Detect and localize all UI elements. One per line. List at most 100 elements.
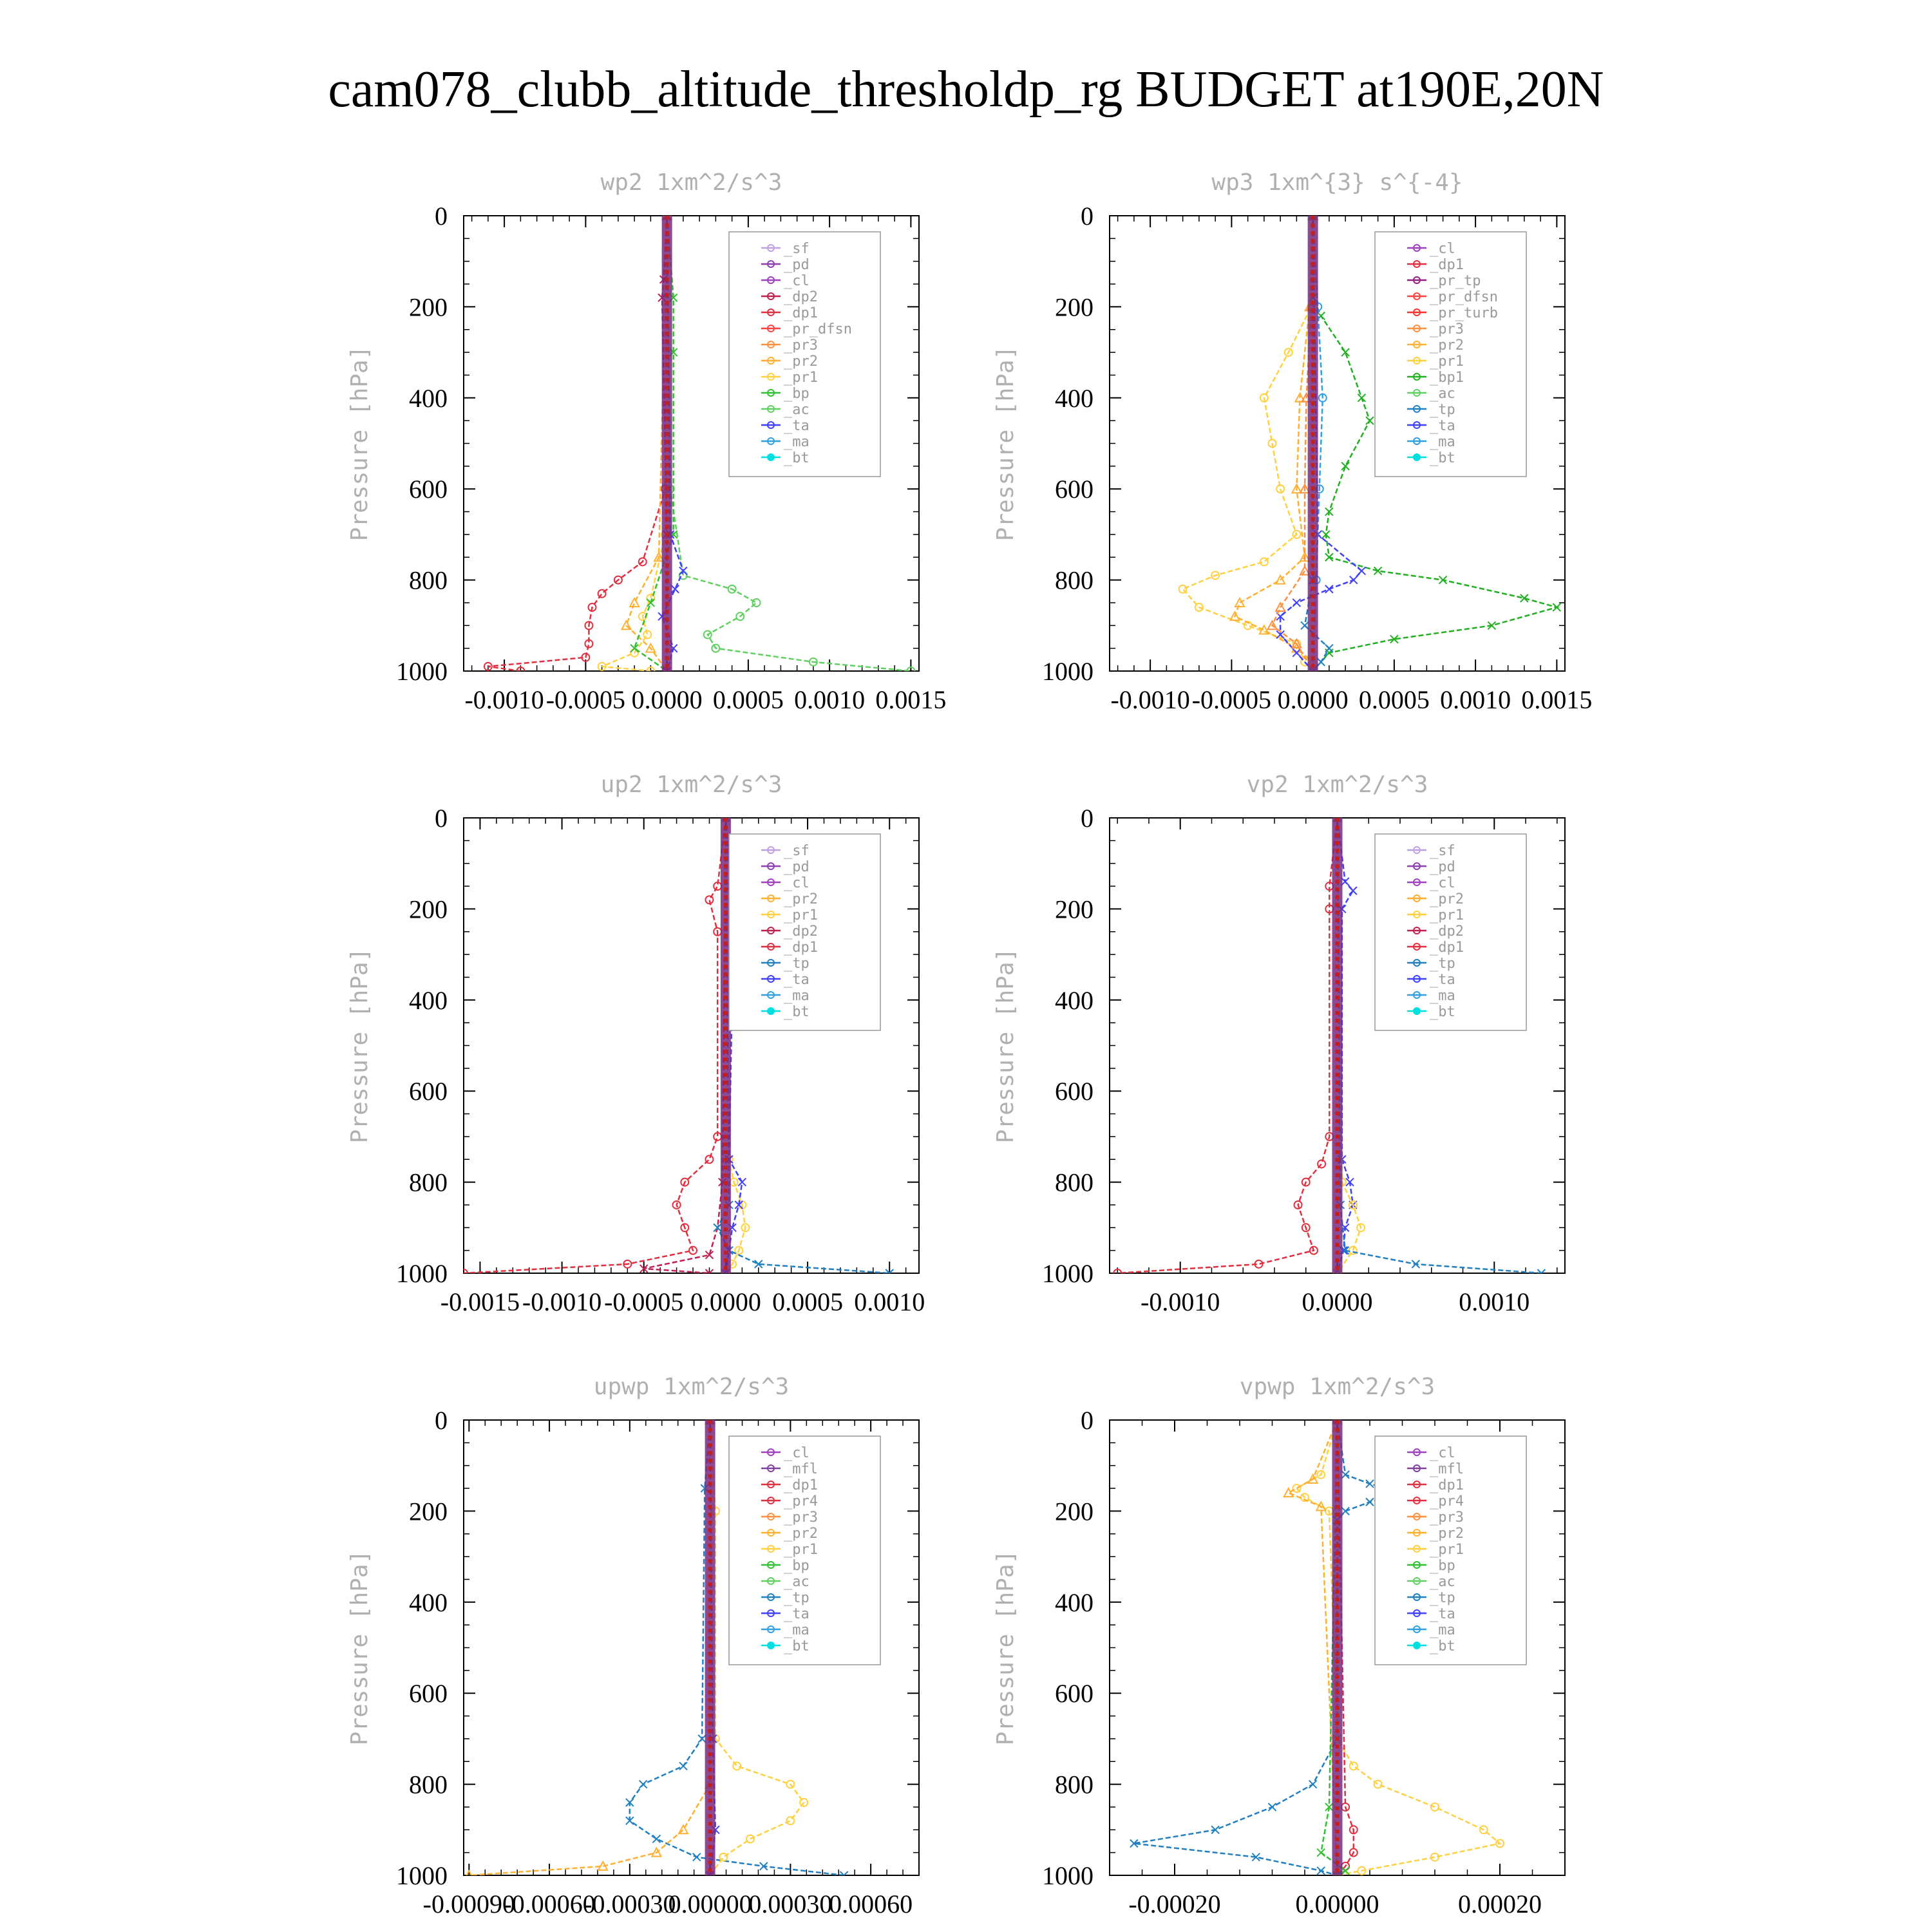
series-point-ta — [1349, 575, 1358, 585]
legend-label-ma: _ma — [1430, 988, 1455, 1004]
legend-marker-tp — [1413, 959, 1421, 967]
series-point-tp — [679, 1761, 688, 1771]
legend-label-mfl: _mfl — [1430, 1461, 1464, 1477]
series-line-bp1 — [1312, 216, 1560, 671]
series-group — [1130, 1420, 1504, 1875]
series-point-pr1 — [1430, 1852, 1439, 1862]
series-line-dp1 — [1117, 818, 1338, 1273]
series-point-pr1 — [732, 1761, 742, 1771]
y-tick-label: 400 — [409, 986, 448, 1015]
legend-label-pd: _pd — [1430, 859, 1455, 875]
series-point-ta — [1292, 598, 1302, 607]
series-point-bp1 — [1487, 621, 1497, 630]
series-point-pr2 — [1299, 551, 1311, 562]
series-point-pr1 — [1267, 439, 1277, 448]
legend-marker-ta — [767, 975, 775, 983]
legend-label-ac: _ac — [1430, 1574, 1455, 1590]
legend-marker-dp1 — [767, 943, 775, 951]
legend-label-sf: _sf — [784, 843, 810, 859]
series-point-bp1 — [1321, 530, 1331, 539]
series-point-tp — [885, 1269, 894, 1273]
y-tick-label: 600 — [409, 1679, 448, 1708]
y-tick-label: 0 — [1081, 202, 1094, 231]
series-point-ta — [734, 1200, 743, 1209]
legend-label-pr4: _pr4 — [784, 1493, 818, 1510]
series-point-tp — [1316, 1866, 1325, 1875]
series-point-tp — [1341, 1506, 1350, 1516]
series-point-pr1 — [643, 630, 652, 639]
y-tick-label: 1000 — [396, 657, 448, 686]
x-tick-label: -0.00030 — [583, 1889, 676, 1918]
series-point-dp1 — [1254, 1259, 1264, 1269]
series-point-dp1 — [613, 575, 623, 585]
series-point-dp1 — [1113, 1269, 1122, 1273]
y-axis-label: Pressure [hPa] — [346, 948, 373, 1143]
x-tick-label: 0.0005 — [772, 1287, 843, 1316]
panel-4: upwp 1xm^2/s^3 Pressure [hPa] 0 200 400 600 80… — [346, 1374, 920, 1918]
legend-box — [728, 231, 881, 477]
legend-marker-ac — [767, 405, 775, 413]
x-tick-label: -0.0010 — [1141, 1287, 1220, 1316]
series-point-tp — [1537, 1269, 1546, 1273]
series-point-tp — [713, 1223, 722, 1233]
legend-label-bt: _bt — [1430, 1638, 1455, 1654]
x-tick-label: 0.0010 — [1459, 1287, 1530, 1316]
series-point-pr1 — [1356, 1223, 1366, 1233]
legend-label-dp1: _dp1 — [784, 1477, 818, 1493]
series-point-pr2 — [1291, 483, 1303, 494]
panel-5: vpwp 1xm^2/s^3 Pressure [hPa] 0 200 400 600 80… — [992, 1374, 1566, 1918]
series-point-ta — [737, 1177, 747, 1187]
x-tick-label: -0.0010 — [1110, 685, 1189, 714]
series-point-bp1 — [1520, 594, 1529, 603]
y-axis-label: Pressure [hPa] — [346, 1550, 373, 1745]
legend-marker-ta — [1413, 1609, 1421, 1617]
x-tick-label: 0.0000 — [632, 685, 703, 714]
series-point-dp1 — [1309, 1245, 1318, 1255]
series-point-tp — [754, 1260, 763, 1269]
legend-marker-dp1 — [767, 308, 775, 316]
y-tick-label: 200 — [1055, 292, 1094, 321]
series-point-tp — [1411, 1260, 1421, 1269]
y-tick-label: 0 — [435, 1406, 448, 1435]
y-axis-label: Pressure [hPa] — [992, 1550, 1019, 1745]
x-tick-label: -0.0010 — [464, 685, 544, 714]
y-tick-label: 1000 — [1042, 1861, 1094, 1890]
legend-marker-pr3 — [767, 341, 775, 348]
legend-marker-tp — [1413, 405, 1421, 413]
legend-label-mfl: _mfl — [784, 1461, 818, 1477]
y-axis-label: Pressure [hPa] — [346, 346, 373, 541]
legend-marker-bt — [767, 1642, 775, 1649]
legend-label-ma: _ma — [1430, 434, 1455, 450]
legend-label-pr2: _pr2 — [1430, 1526, 1464, 1542]
panel-1: wp3 1xm^{3} s^{-4} Pressure [hPa] 0 200 400 6… — [992, 169, 1592, 714]
series-line-pr1 — [724, 818, 746, 1273]
y-tick-label: 200 — [409, 292, 448, 321]
y-tick-label: 600 — [1055, 475, 1094, 504]
x-tick-label: 0.0015 — [1521, 685, 1592, 714]
legend-label-pr1: _pr1 — [784, 907, 818, 923]
legend-label-ac: _ac — [784, 402, 810, 418]
series-point-dp2 — [639, 1264, 649, 1273]
legend-label-ta: _ta — [784, 972, 810, 988]
panel-title: wp3 1xm^{3} s^{-4} — [1211, 169, 1463, 196]
legend-marker-bp — [1413, 1561, 1421, 1569]
series-point-pr1 — [1348, 1200, 1358, 1209]
legend-label-cl: _cl — [784, 875, 810, 891]
x-tick-label: 0.0015 — [875, 685, 946, 714]
series-point-bp — [646, 598, 656, 607]
legend-label-bt: _bt — [1430, 1004, 1455, 1020]
x-tick-label: -0.0015 — [440, 1287, 520, 1316]
legend-label-cl: _cl — [784, 273, 810, 289]
legend-marker-pr1 — [767, 911, 775, 918]
y-tick-label: 200 — [409, 895, 448, 923]
legend-label-pr_tp: _pr_tp — [1430, 273, 1481, 289]
series-point-dp1 — [1301, 1177, 1311, 1187]
series-point-pr3 — [1299, 565, 1311, 576]
series-point-tp — [1341, 1470, 1350, 1479]
series-point-pr1 — [597, 661, 607, 671]
legend-label-pd: _pd — [784, 859, 810, 875]
series-point-dp1 — [597, 589, 607, 598]
legend-label-ta: _ta — [784, 1606, 810, 1622]
series-point-pr3 — [1291, 638, 1303, 649]
